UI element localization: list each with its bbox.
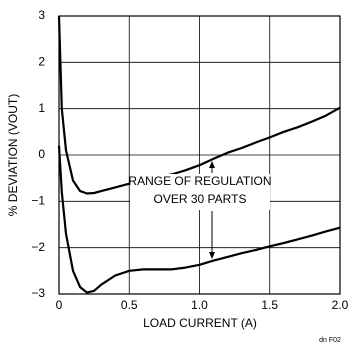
y-tick-label: −3 — [31, 286, 45, 300]
y-tick-label: 0 — [38, 147, 45, 161]
series-line — [57, 145, 341, 294]
y-tick-label: −1 — [31, 194, 45, 208]
y-tick-label: 3 — [38, 8, 45, 22]
x-tick-label: 2.0 — [332, 298, 348, 312]
y-axis-label: % DEVIATION (VOUT) — [6, 94, 20, 216]
y-tick-label: 2 — [38, 55, 45, 69]
annotation: RANGE OF REGULATION — [128, 174, 271, 188]
y-tick-label: 1 — [38, 101, 45, 115]
footnote: dn F02 — [319, 337, 341, 344]
x-tick-label: 0.5 — [121, 298, 138, 312]
x-tick-label: 0 — [56, 298, 63, 312]
x-axis-label: LOAD CURRENT (A) — [143, 316, 257, 330]
arrow-head — [209, 161, 215, 168]
x-tick-label: 1.0 — [191, 298, 208, 312]
arrow-head — [209, 252, 215, 259]
x-tick-label: 1.5 — [261, 298, 278, 312]
annotation-bg — [130, 174, 270, 210]
y-tick-label: −2 — [31, 240, 45, 254]
annotation: OVER 30 PARTS — [154, 192, 247, 206]
